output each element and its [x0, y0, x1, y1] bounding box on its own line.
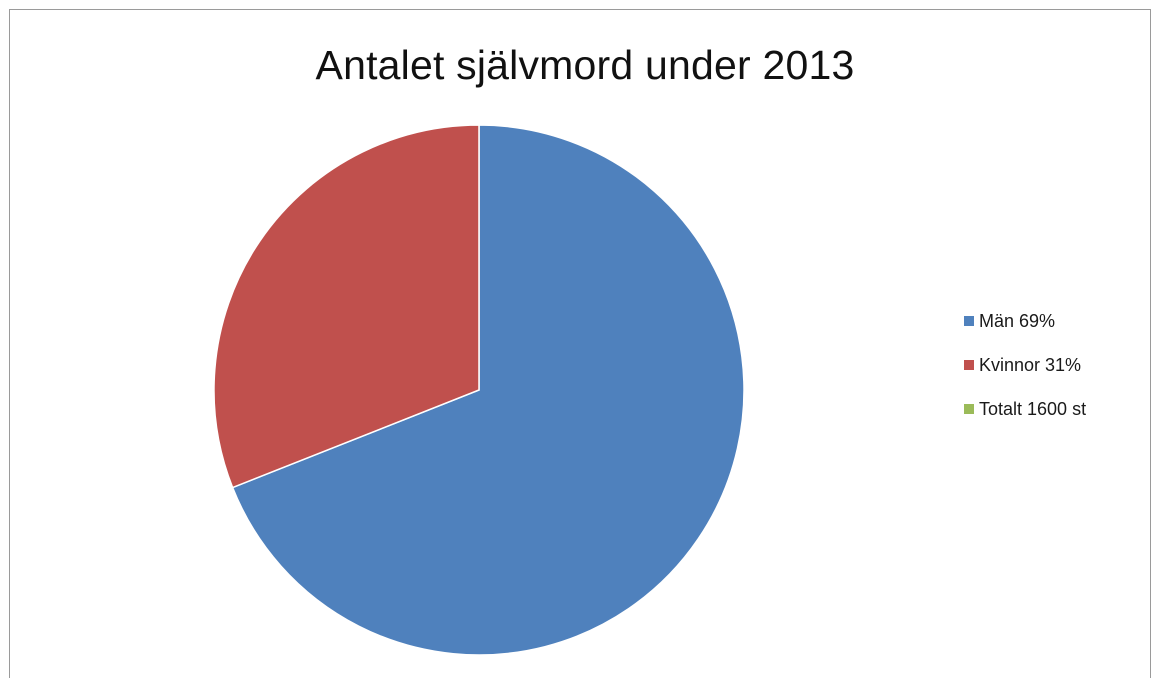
legend-label-totalt: Totalt 1600 st	[979, 398, 1087, 419]
legend-item-man: Män 69%	[964, 310, 1149, 332]
legend-label-man: Män 69%	[979, 310, 1056, 331]
legend-swatch-totalt	[964, 404, 974, 414]
chart-title: Antalet självmord under 2013	[315, 42, 855, 88]
pie-slice-man	[231, 124, 745, 656]
pie-slices	[213, 124, 745, 656]
legend: Män 69% Kvinnor 31% Totalt 1600 st	[964, 310, 1149, 442]
legend-item-kvinnor: Kvinnor 31%	[964, 354, 1149, 376]
pie-slice-kvinnor	[213, 124, 480, 489]
legend-swatch-kvinnor	[964, 360, 974, 370]
legend-swatch-man	[964, 316, 974, 326]
legend-item-totalt: Totalt 1600 st	[964, 398, 1149, 420]
legend-label-kvinnor: Kvinnor 31%	[979, 354, 1082, 375]
